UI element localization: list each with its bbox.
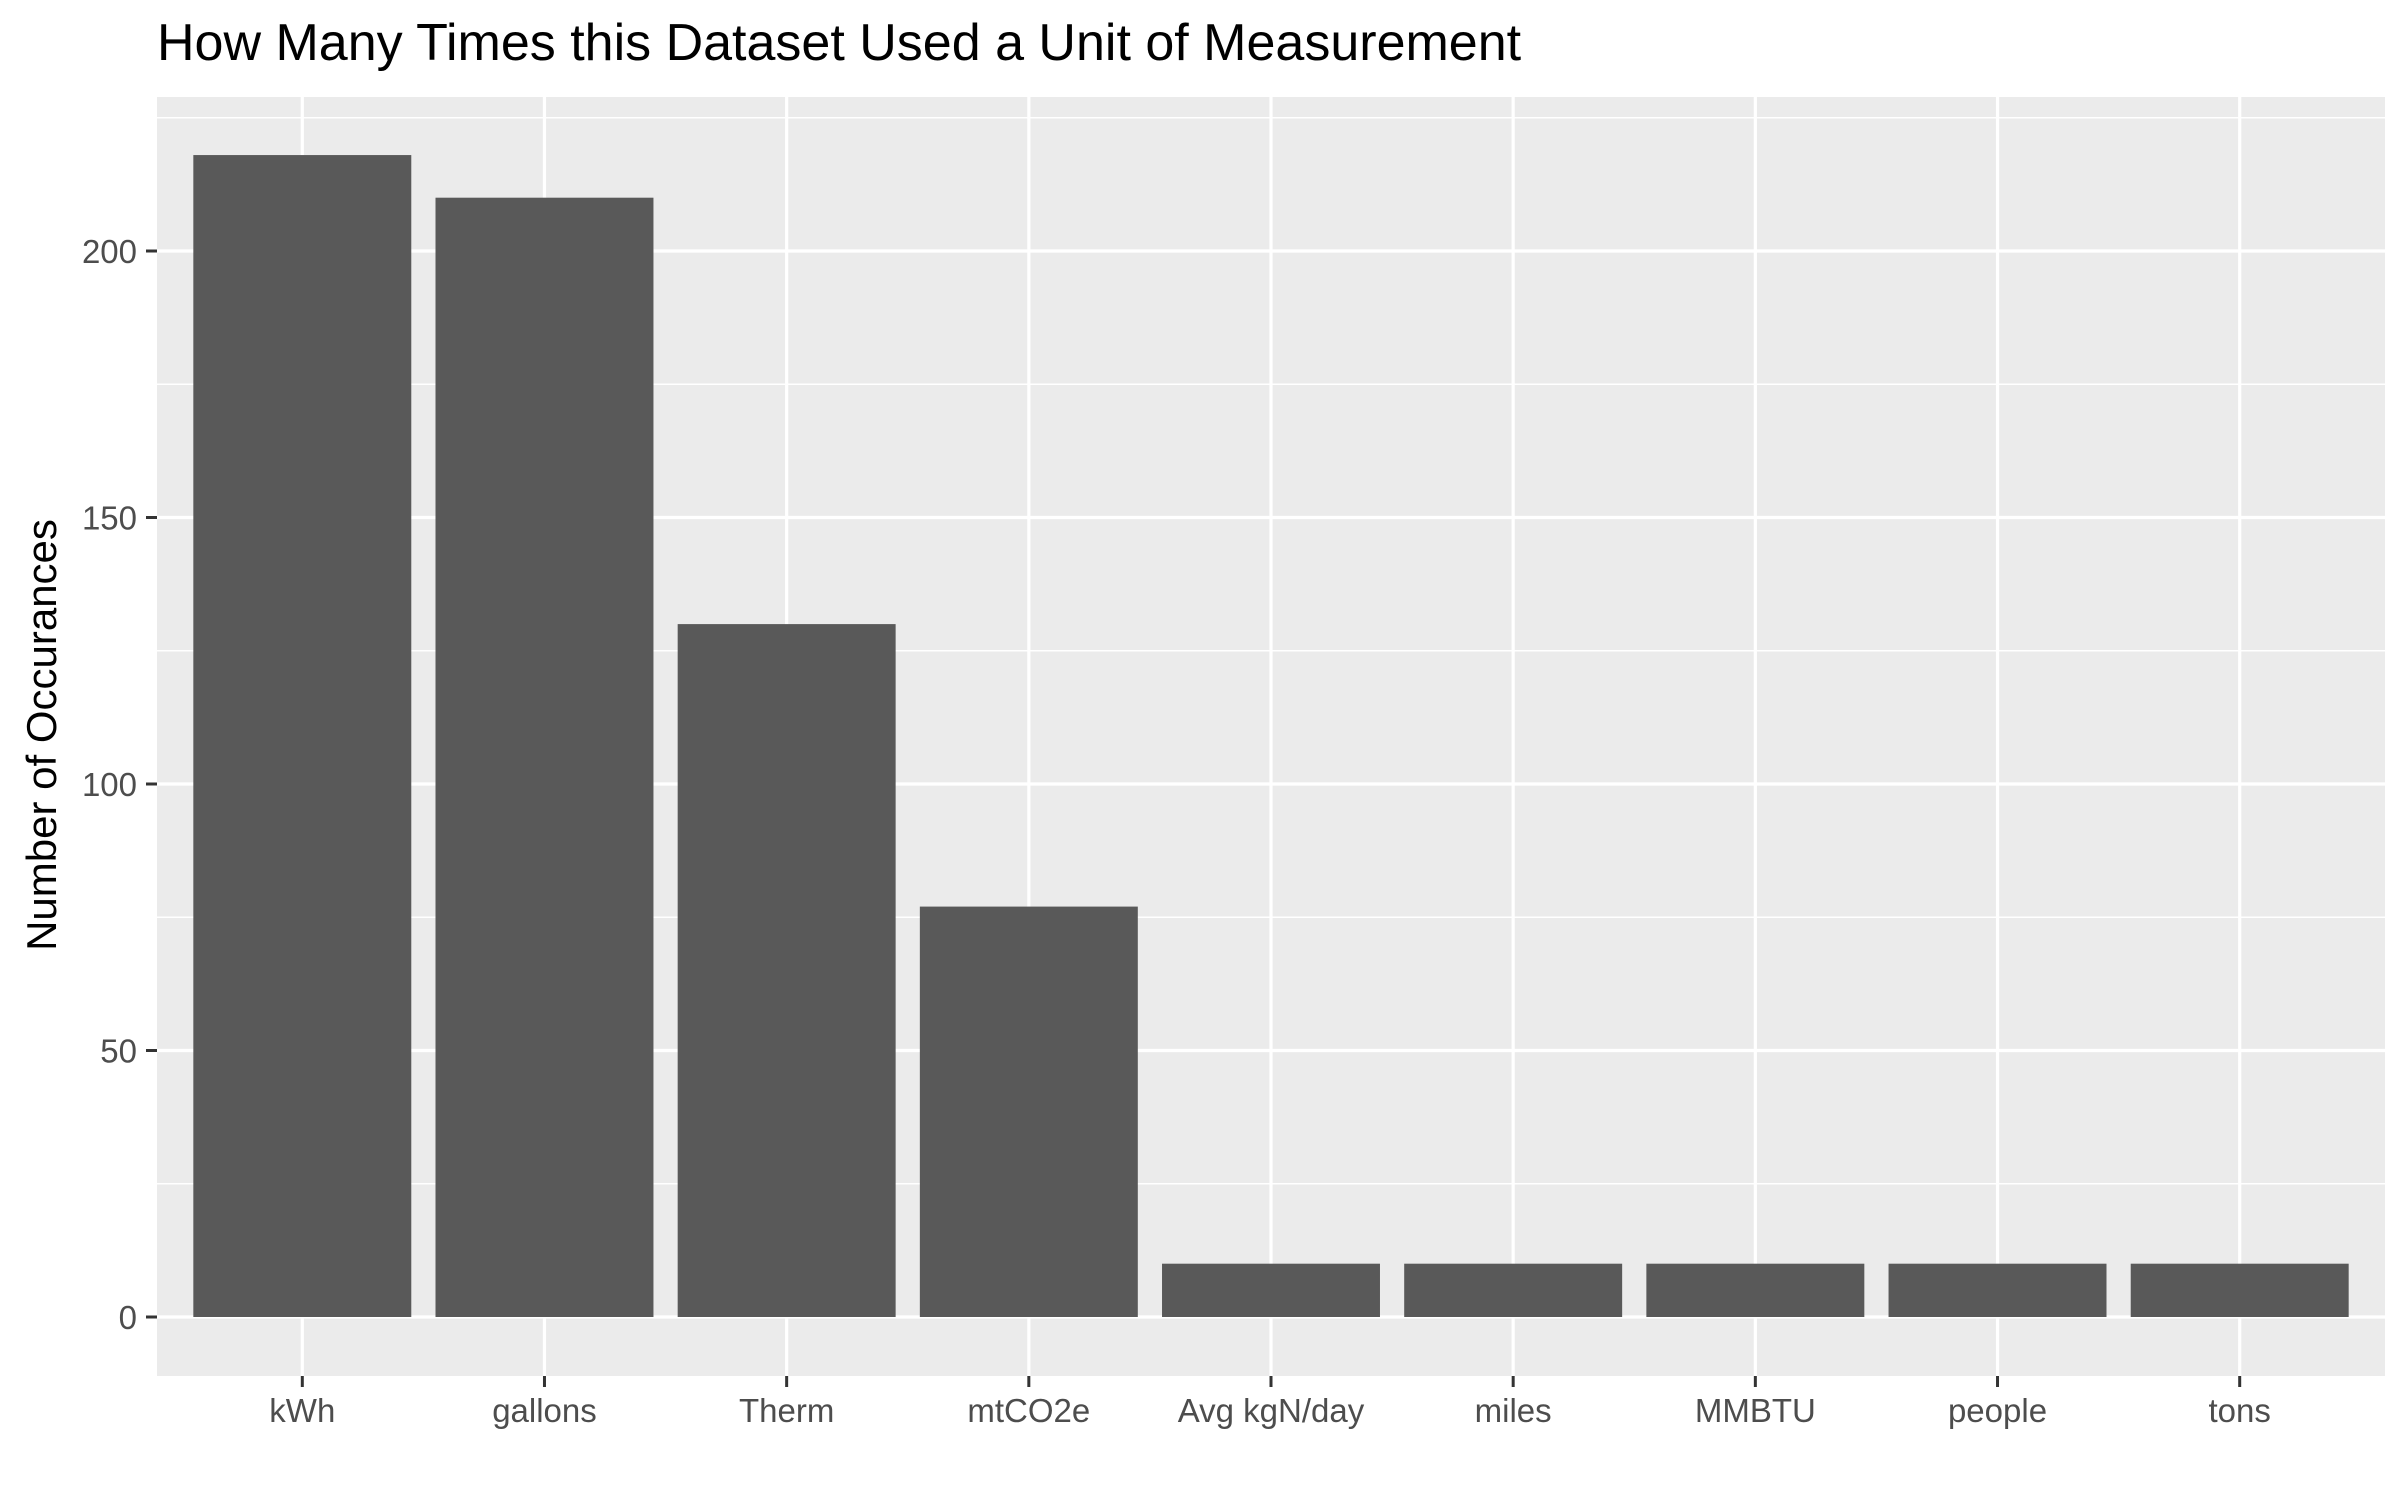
bar-tons xyxy=(2130,1263,2349,1317)
y-tick-label: 0 xyxy=(119,1299,137,1336)
bar-people xyxy=(1888,1263,2107,1317)
bar-gallons xyxy=(435,197,654,1318)
x-tick-label: tons xyxy=(2209,1392,2271,1429)
y-tick-label: 200 xyxy=(82,233,137,270)
x-tick-label: people xyxy=(1948,1392,2047,1429)
bar-mmbtu xyxy=(1646,1263,1865,1317)
x-tick-label: gallons xyxy=(492,1392,597,1429)
x-tick-label: miles xyxy=(1475,1392,1552,1429)
bar-miles xyxy=(1404,1263,1623,1317)
bars xyxy=(193,155,2349,1318)
bar-mtco2e xyxy=(919,906,1138,1317)
bar-therm xyxy=(677,624,896,1317)
x-tick-label: mtCO2e xyxy=(967,1392,1090,1429)
y-tick-label: 50 xyxy=(100,1033,137,1070)
y-axis-title: Number of Occurances xyxy=(18,519,65,951)
y-tick-label: 100 xyxy=(82,766,137,803)
y-axis-ticks: 0 50 100 150 200 xyxy=(82,233,157,1336)
x-tick-label: Avg kgN/day xyxy=(1178,1392,1365,1429)
bar-kwh xyxy=(193,155,412,1317)
x-tick-label: Therm xyxy=(739,1392,834,1429)
chart-title: How Many Times this Dataset Used a Unit … xyxy=(157,14,1522,72)
x-axis-ticks: kWh gallons Therm mtCO2e Avg kgN/day miles MMB… xyxy=(269,1376,2271,1429)
x-tick-label: MMBTU xyxy=(1695,1392,1816,1429)
x-tick-label: kWh xyxy=(269,1392,335,1429)
y-tick-label: 150 xyxy=(82,500,137,537)
bar-avg-kgn-day xyxy=(1162,1263,1380,1317)
